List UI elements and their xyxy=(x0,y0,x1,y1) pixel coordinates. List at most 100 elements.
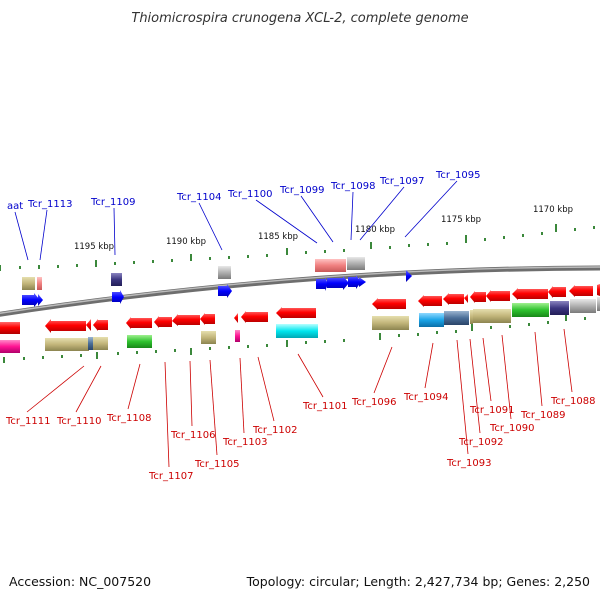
map-title: Thiomicrospira crunogena XCL-2, complete… xyxy=(131,11,468,26)
gene-box[interactable] xyxy=(473,309,511,323)
scale-label: 1190 kbp xyxy=(166,237,206,247)
gene-arrow-reverse[interactable] xyxy=(443,293,464,305)
gene-box[interactable] xyxy=(570,299,596,313)
lower-category-boxes xyxy=(0,297,600,353)
gene-arrow-reverse[interactable] xyxy=(0,322,20,334)
gene-box[interactable] xyxy=(550,301,569,315)
gene-box[interactable] xyxy=(22,277,35,290)
gene-box[interactable] xyxy=(37,277,42,290)
gene-label[interactable]: Tcr_1093 xyxy=(446,458,491,469)
gene-arrow-reverse[interactable] xyxy=(126,317,152,329)
gene-arrow-reverse[interactable] xyxy=(154,316,172,328)
gene-arrow-forward[interactable] xyxy=(327,276,349,290)
gene-arrow-reverse[interactable] xyxy=(597,284,600,296)
gene-label[interactable]: Tcr_1088 xyxy=(550,396,595,407)
upper-features xyxy=(22,257,412,307)
gene-label[interactable]: Tcr_1102 xyxy=(252,425,297,436)
top-labels: aat Tcr_1113 Tcr_1109 Tcr_1104 Tcr_1100 … xyxy=(7,170,480,212)
gene-box[interactable] xyxy=(127,335,152,348)
gene-label[interactable]: Tcr_1111 xyxy=(5,416,50,427)
gene-label[interactable]: Tcr_1104 xyxy=(176,192,221,203)
gene-arrow-reverse[interactable] xyxy=(276,307,316,319)
scale-label: 1170 kbp xyxy=(533,205,573,215)
gene-arrow-reverse[interactable] xyxy=(512,288,548,300)
gene-arrow-reverse[interactable] xyxy=(93,319,108,331)
gene-label[interactable]: Tcr_1100 xyxy=(227,189,272,200)
gene-box[interactable] xyxy=(597,297,600,311)
gene-arrow-forward[interactable] xyxy=(359,277,366,287)
gene-arrow-reverse[interactable] xyxy=(234,313,238,323)
gene-arrow-reverse[interactable] xyxy=(86,319,91,331)
gene-label[interactable]: Tcr_1099 xyxy=(279,185,324,196)
gene-arrow-forward[interactable] xyxy=(348,275,361,289)
gene-label[interactable]: Tcr_1101 xyxy=(302,401,347,412)
gene-arrow-forward[interactable] xyxy=(316,277,328,291)
gene-box[interactable] xyxy=(93,337,108,350)
gene-label[interactable]: Tcr_1107 xyxy=(148,471,193,482)
gene-label[interactable]: Tcr_1106 xyxy=(170,430,215,441)
gene-label[interactable]: Tcr_1098 xyxy=(330,181,375,192)
gene-box[interactable] xyxy=(201,331,216,344)
gene-box[interactable] xyxy=(45,338,89,351)
accession-text: Accession: NC_007520 xyxy=(9,574,151,589)
gene-box[interactable] xyxy=(470,310,473,324)
gene-label[interactable]: Tcr_1110 xyxy=(56,416,101,427)
gene-label[interactable]: Tcr_1109 xyxy=(90,197,135,208)
scale-label: 1180 kbp xyxy=(355,225,395,235)
gene-box[interactable] xyxy=(444,311,469,325)
gene-label[interactable]: Tcr_1105 xyxy=(194,459,239,470)
gene-label[interactable]: Tcr_1094 xyxy=(403,392,448,403)
scale-labels: 1195 kbp 1190 kbp 1185 kbp 1180 kbp 1175… xyxy=(74,205,573,252)
gene-arrow-reverse[interactable] xyxy=(372,298,406,310)
scale-label: 1175 kbp xyxy=(441,215,481,225)
outer-tick-row xyxy=(0,224,595,271)
gene-box[interactable] xyxy=(218,266,231,279)
gene-arrow-reverse[interactable] xyxy=(172,314,200,326)
scale-label: 1185 kbp xyxy=(258,232,298,242)
bottom-leader-lines xyxy=(26,328,573,468)
gene-arrow-forward[interactable] xyxy=(406,270,412,282)
gene-label[interactable]: Tcr_1103 xyxy=(222,437,267,448)
gene-label[interactable]: Tcr_1095 xyxy=(435,170,480,181)
gene-box[interactable] xyxy=(512,303,549,317)
gene-box[interactable] xyxy=(0,340,20,353)
gene-box[interactable] xyxy=(372,316,409,330)
gene-arrow-reverse[interactable] xyxy=(486,290,510,302)
gene-arrow-reverse[interactable] xyxy=(241,311,268,323)
gene-arrow-reverse[interactable] xyxy=(470,291,486,303)
gene-arrow-forward[interactable] xyxy=(38,294,43,306)
gene-label[interactable]: Tcr_1096 xyxy=(351,397,396,408)
gene-arrow-reverse[interactable] xyxy=(569,285,593,297)
gene-label[interactable]: Tcr_1090 xyxy=(489,423,534,434)
gene-box[interactable] xyxy=(419,313,444,327)
gene-arrow-forward[interactable] xyxy=(218,284,232,298)
gene-label[interactable]: Tcr_1092 xyxy=(458,437,503,448)
lower-gene-arrows xyxy=(0,284,600,334)
gene-box[interactable] xyxy=(235,330,240,342)
gene-box[interactable] xyxy=(276,324,318,338)
gene-label[interactable]: Tcr_1091 xyxy=(469,405,514,416)
gene-label[interactable]: Tcr_1089 xyxy=(520,410,565,421)
gene-arrow-reverse[interactable] xyxy=(45,319,86,333)
gene-arrow-forward[interactable] xyxy=(112,290,124,304)
gene-arrow-reverse[interactable] xyxy=(200,313,215,325)
bottom-labels: Tcr_1111 Tcr_1110 Tcr_1108 Tcr_1107 Tcr_… xyxy=(5,392,595,482)
gene-box[interactable] xyxy=(347,257,365,270)
gene-label[interactable]: Tcr_1097 xyxy=(379,176,424,187)
gene-box[interactable] xyxy=(315,259,346,272)
gene-arrow-reverse[interactable] xyxy=(548,286,566,298)
gene-label[interactable]: aat xyxy=(7,201,23,212)
genome-summary-text: Topology: circular; Length: 2,427,734 bp… xyxy=(246,574,590,589)
gene-box[interactable] xyxy=(88,337,93,350)
gene-arrow-reverse[interactable] xyxy=(418,295,442,307)
gene-arrow-forward[interactable] xyxy=(22,293,40,307)
backbone-highlight xyxy=(0,266,600,314)
gene-label[interactable]: Tcr_1108 xyxy=(106,413,151,424)
top-leader-lines xyxy=(14,180,458,261)
gene-box[interactable] xyxy=(111,273,122,286)
gene-arrow-reverse[interactable] xyxy=(464,294,468,303)
inner-tick-row xyxy=(3,314,586,363)
gene-label[interactable]: Tcr_1113 xyxy=(27,199,72,210)
